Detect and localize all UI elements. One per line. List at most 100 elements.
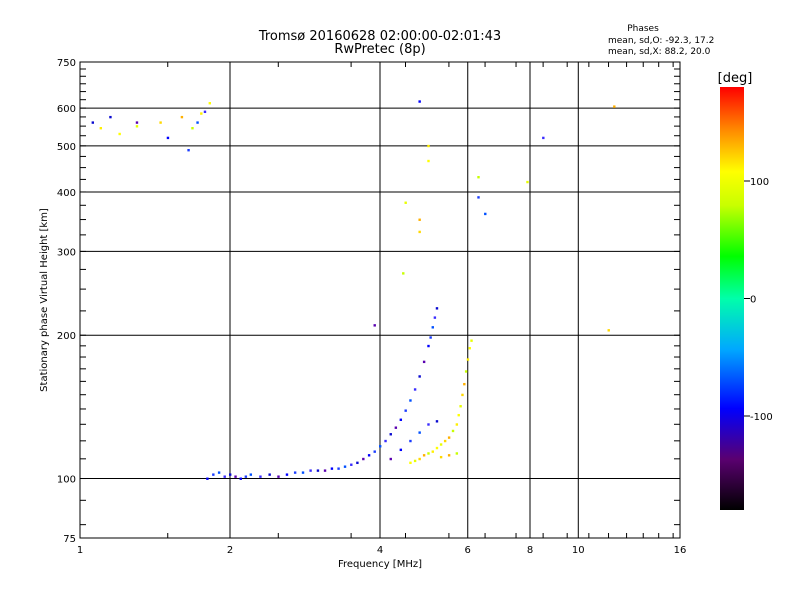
colorbar — [720, 87, 744, 510]
data-point — [249, 473, 253, 476]
data-point — [208, 102, 211, 105]
data-point — [166, 136, 170, 140]
data-point — [212, 473, 215, 476]
data-point — [409, 439, 412, 443]
data-point — [135, 125, 139, 128]
data-point — [435, 446, 439, 450]
data-point — [362, 457, 365, 461]
data-point — [404, 409, 407, 412]
data-point — [200, 112, 203, 115]
data-point — [277, 475, 280, 478]
colorbar-ticks: 100 0 -100 — [744, 177, 773, 423]
data-point — [389, 433, 392, 436]
colorbar-tick-label: -100 — [750, 412, 773, 423]
data-point — [427, 344, 430, 348]
y-tick-labels: 75 100 200 300 400 500 600 750 — [57, 58, 76, 545]
data-point — [268, 473, 271, 476]
data-point — [187, 148, 190, 152]
data-point — [459, 405, 462, 408]
data-point — [191, 127, 194, 130]
data-point — [427, 159, 430, 163]
data-point — [418, 218, 421, 221]
data-point — [356, 461, 359, 465]
data-point — [91, 121, 95, 124]
data-point — [418, 230, 421, 234]
data-point — [409, 399, 412, 402]
data-point — [422, 360, 426, 364]
data-point — [466, 358, 470, 361]
data-point — [418, 375, 421, 378]
colorbar-unit-label: [deg] — [718, 71, 753, 86]
x-tick-label: 1 — [77, 545, 83, 556]
x-tick-label: 6 — [465, 545, 471, 556]
data-point — [309, 469, 312, 472]
data-point — [439, 455, 443, 459]
data-point — [455, 452, 459, 455]
data-point — [203, 110, 207, 114]
x-tick-label: 4 — [377, 545, 383, 556]
chart-title-line1: Tromsø 20160628 02:00:00-02:01:43 — [258, 29, 501, 44]
y-tick-label: 600 — [57, 104, 76, 115]
data-point — [455, 423, 459, 426]
minor-ticks — [80, 62, 680, 538]
data-point — [239, 477, 242, 480]
data-point — [447, 454, 451, 457]
data-point — [402, 272, 405, 275]
data-point — [373, 324, 376, 327]
data-point — [447, 436, 451, 439]
data-point — [404, 201, 407, 204]
data-point — [409, 461, 412, 465]
data-point — [429, 336, 432, 339]
data-point — [427, 423, 430, 426]
plot-grid — [80, 62, 680, 538]
data-point — [343, 465, 347, 468]
stats-line-o: mean, sd,O: -92.3, 17.2 — [608, 36, 714, 46]
data-point — [293, 471, 297, 474]
data-point — [384, 439, 387, 443]
data-point — [394, 426, 398, 429]
x-tick-label: 16 — [674, 545, 687, 556]
data-point — [196, 121, 199, 124]
data-point — [413, 459, 417, 463]
colorbar-tick-label: 0 — [750, 295, 756, 306]
data-point — [464, 370, 468, 373]
x-tick-labels: 1 2 4 6 8 10 16 — [77, 545, 687, 556]
data-point — [399, 448, 403, 452]
data-point — [542, 136, 545, 140]
data-point — [477, 196, 480, 199]
data-point — [413, 388, 417, 391]
data-point — [118, 132, 121, 136]
x-tick-label: 10 — [572, 545, 585, 556]
data-point — [330, 467, 334, 470]
data-point — [435, 307, 439, 310]
x-tick-label: 8 — [527, 545, 533, 556]
y-axis-label: Stationary phase Virtual Height [km] — [39, 208, 50, 392]
colorbar-tick-label: 100 — [750, 177, 769, 188]
data-point — [159, 121, 162, 124]
y-tick-label: 200 — [57, 331, 76, 342]
y-tick-label: 100 — [57, 475, 76, 486]
data-point — [461, 393, 464, 397]
data-point — [337, 467, 340, 470]
data-point — [431, 326, 434, 329]
data-point — [180, 115, 184, 119]
x-tick-label: 2 — [227, 545, 233, 556]
data-point — [399, 418, 403, 421]
data-points — [91, 100, 616, 480]
data-point — [259, 475, 262, 478]
data-point — [323, 469, 327, 472]
y-tick-label: 500 — [57, 142, 76, 153]
data-point — [607, 329, 610, 332]
y-tick-label: 75 — [63, 534, 76, 545]
data-point — [468, 347, 471, 350]
data-point — [367, 454, 371, 457]
data-point — [470, 339, 473, 342]
data-point — [463, 382, 466, 386]
data-point — [206, 477, 209, 480]
data-point — [418, 100, 421, 103]
y-tick-label: 400 — [57, 188, 76, 199]
data-point — [217, 471, 221, 474]
data-point — [99, 127, 103, 130]
data-point — [316, 469, 320, 472]
